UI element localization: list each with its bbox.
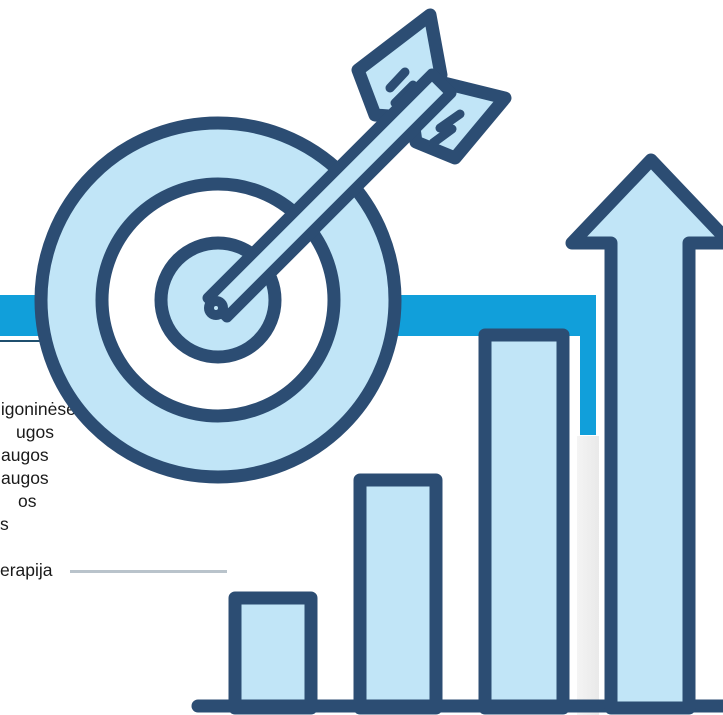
- blue-band-edge: [580, 336, 596, 435]
- up-arrow-icon: [565, 153, 723, 715]
- bar-3: [478, 328, 570, 715]
- bar-2: [353, 473, 443, 715]
- panel-shadow: [577, 436, 599, 715]
- arrow-icon: [202, 8, 512, 323]
- bar-1: [228, 591, 318, 715]
- divider-line-gray: [70, 570, 227, 573]
- bar-chart-icon: [191, 328, 723, 715]
